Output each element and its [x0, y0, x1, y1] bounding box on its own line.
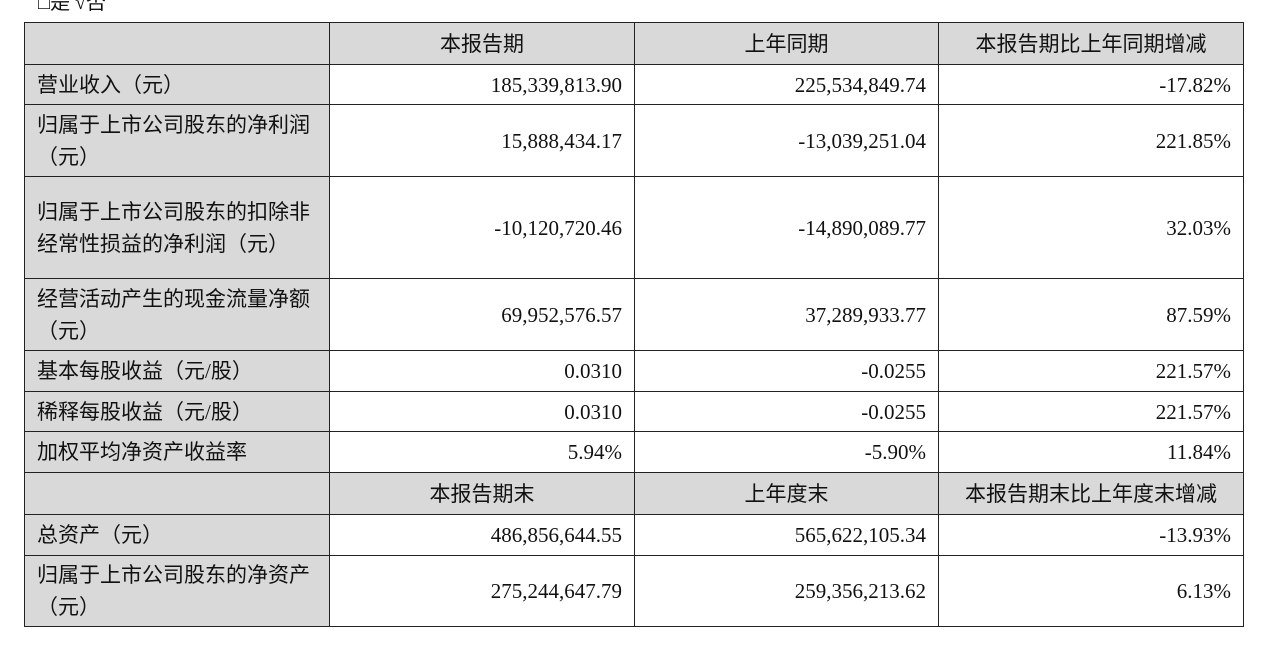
- value-cell: 221.85%: [938, 104, 1244, 177]
- value-cell: 0.0310: [329, 391, 635, 432]
- header-row: 本报告期 上年同期 本报告期比上年同期增减: [24, 22, 1244, 65]
- value-cell: 259,356,213.62: [634, 555, 939, 627]
- value-cell: 486,856,644.55: [329, 514, 635, 556]
- note-above: □是 √否: [38, 0, 107, 14]
- row-label: 归属于上市公司股东的净资产（元）: [24, 555, 330, 627]
- header-cell: 上年度末: [634, 472, 939, 515]
- value-cell: 225,534,849.74: [634, 64, 939, 105]
- value-cell: -5.90%: [634, 431, 939, 473]
- value-cell: 0.0310: [329, 350, 635, 392]
- row-label: 总资产（元）: [24, 514, 330, 556]
- value-cell: -17.82%: [938, 64, 1244, 105]
- header-cell: 上年同期: [634, 22, 939, 65]
- data-row: 归属于上市公司股东的扣除非经常性损益的净利润（元） -10,120,720.46-…: [24, 176, 1244, 279]
- value-cell: 221.57%: [938, 350, 1244, 392]
- row-label: 基本每股收益（元/股）: [24, 350, 330, 392]
- data-row: 归属于上市公司股东的净资产（元） 275,244,647.79 259,356,21…: [24, 555, 1244, 627]
- value-cell: 15,888,434.17: [329, 104, 635, 177]
- value-cell: 221.57%: [938, 391, 1244, 432]
- header-cell: 本报告期比上年同期增减: [938, 22, 1244, 65]
- value-cell: -14,890,089.77: [634, 176, 939, 279]
- value-cell: 275,244,647.79: [329, 555, 635, 627]
- data-row: 稀释每股收益（元/股） 0.0310 -0.0255 221.57%: [24, 391, 1244, 432]
- value-cell: -10,120,720.46: [329, 176, 635, 279]
- row-label: 加权平均净资产收益率: [24, 431, 330, 473]
- header-cell: [24, 22, 330, 65]
- data-row: 经营活动产生的现金流量净额（元） 69,952,576.57 37,289,933.…: [24, 278, 1244, 351]
- row-label: 归属于上市公司股东的净利润（元）: [24, 104, 330, 177]
- data-row: 总资产（元） 486,856,644.55 565,622,105.34 -13.93…: [24, 514, 1244, 556]
- value-cell: 37,289,933.77: [634, 278, 939, 351]
- header-cell: 本报告期末比上年度末增减: [938, 472, 1244, 515]
- value-cell: -13.93%: [938, 514, 1244, 556]
- data-row: 加权平均净资产收益率 5.94% -5.90% 11.84%: [24, 431, 1244, 473]
- value-cell: 32.03%: [938, 176, 1244, 279]
- value-cell: 565,622,105.34: [634, 514, 939, 556]
- header-cell: [24, 472, 330, 515]
- row-label: 归属于上市公司股东的扣除非经常性损益的净利润（元）: [24, 176, 330, 279]
- header-row: 本报告期末 上年度末 本报告期末比上年度末增减: [24, 472, 1244, 515]
- value-cell: 6.13%: [938, 555, 1244, 627]
- value-cell: -0.0255: [634, 391, 939, 432]
- data-row: 营业收入（元） 185,339,813.90 225,534,849.74 -17.8…: [24, 64, 1244, 105]
- data-row: 基本每股收益（元/股） 0.0310 -0.0255 221.57%: [24, 350, 1244, 392]
- value-cell: 185,339,813.90: [329, 64, 635, 105]
- value-cell: 87.59%: [938, 278, 1244, 351]
- value-cell: 5.94%: [329, 431, 635, 473]
- data-row: 归属于上市公司股东的净利润（元） 15,888,434.17 -13,039,251…: [24, 104, 1244, 177]
- value-cell: 11.84%: [938, 431, 1244, 473]
- header-cell: 本报告期: [329, 22, 635, 65]
- value-cell: -0.0255: [634, 350, 939, 392]
- value-cell: 69,952,576.57: [329, 278, 635, 351]
- row-label: 经营活动产生的现金流量净额（元）: [24, 278, 330, 351]
- row-label: 稀释每股收益（元/股）: [24, 391, 330, 432]
- row-label: 营业收入（元）: [24, 64, 330, 105]
- value-cell: -13,039,251.04: [634, 104, 939, 177]
- header-cell: 本报告期末: [329, 472, 635, 515]
- financial-table: 本报告期 上年同期 本报告期比上年同期增减 营业收入（元） 185,339,813.90…: [24, 22, 1244, 627]
